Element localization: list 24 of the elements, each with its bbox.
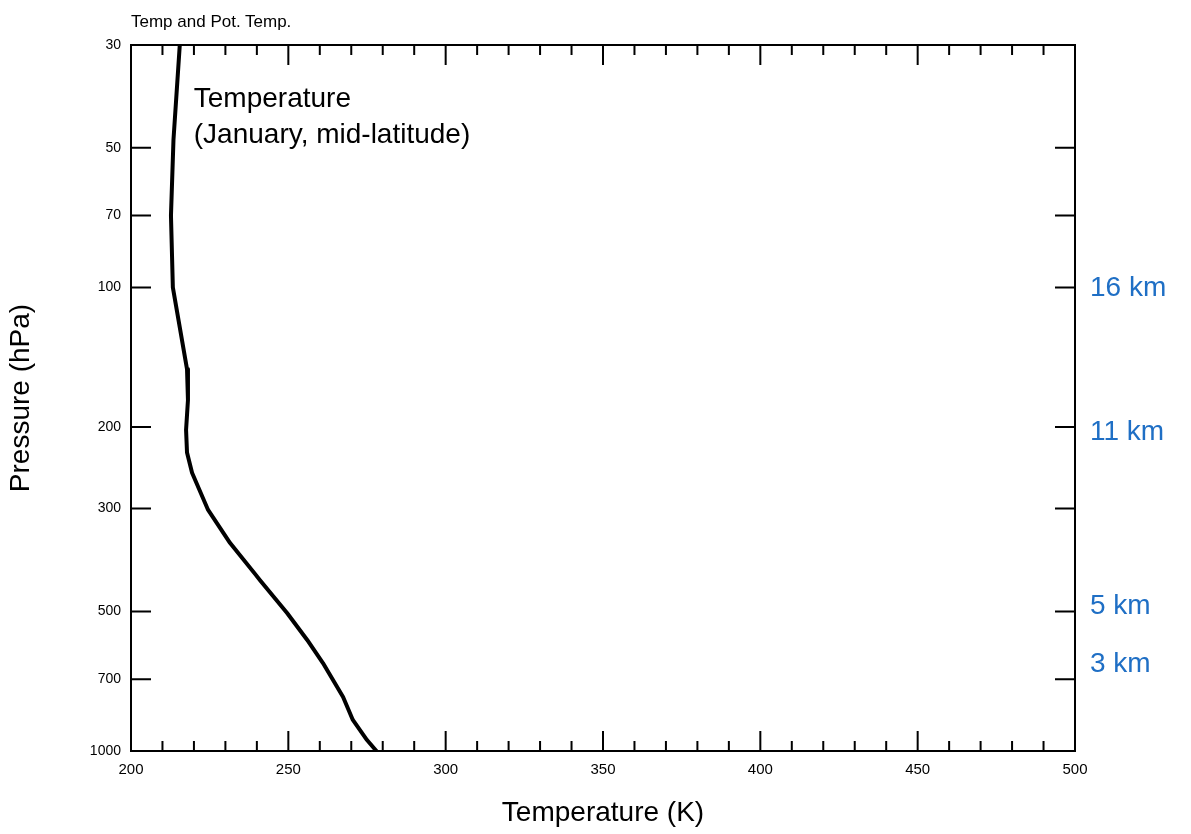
x-tick-label: 350 bbox=[590, 760, 616, 778]
y-tick-label: 100 bbox=[97, 278, 122, 295]
x-tick-label: 500 bbox=[1062, 760, 1088, 778]
y-tick-label: 200 bbox=[97, 417, 122, 434]
x-tick-label: 400 bbox=[747, 760, 773, 778]
y-tick-label: 300 bbox=[97, 499, 122, 516]
y-tick-label: 30 bbox=[105, 35, 122, 52]
x-tick-label: 450 bbox=[905, 760, 931, 778]
y-tick-label: 1000 bbox=[89, 741, 122, 758]
y-tick-label: 700 bbox=[97, 670, 122, 687]
x-tick-label: 300 bbox=[433, 760, 459, 778]
y-tick-label: 70 bbox=[105, 206, 122, 223]
y-tick-label: 500 bbox=[97, 602, 122, 619]
x-tick-label: 200 bbox=[118, 760, 144, 778]
y2-tick-label: 5 km bbox=[1090, 589, 1151, 621]
x-axis-title: Temperature (K) bbox=[501, 795, 705, 827]
y2-tick-label: 3 km bbox=[1090, 646, 1151, 678]
y2-tick-label: 16 km bbox=[1090, 270, 1167, 302]
y-tick-label: 50 bbox=[105, 138, 122, 155]
legend-label: Temperature (January, mid-latitude) bbox=[193, 82, 471, 149]
y2-tick-label: 11 km bbox=[1090, 415, 1165, 447]
chart-title: Temp and Pot. Temp. bbox=[131, 12, 292, 31]
x-tick-label: 250 bbox=[275, 760, 301, 778]
y-axis-title: Pressure (hPa) bbox=[3, 303, 35, 493]
